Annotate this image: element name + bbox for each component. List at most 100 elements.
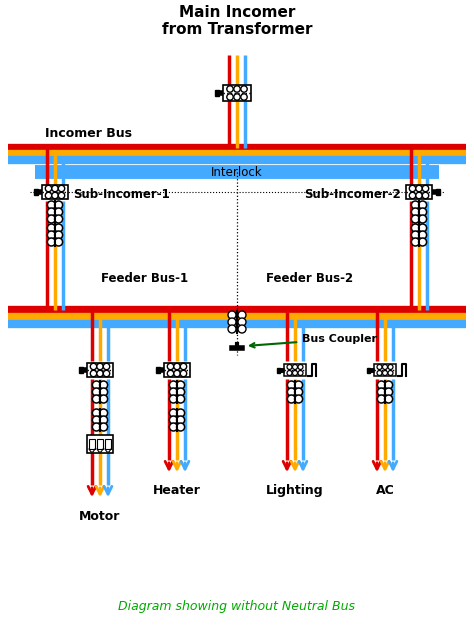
Circle shape <box>103 371 109 377</box>
Circle shape <box>416 192 422 198</box>
Circle shape <box>55 224 63 232</box>
Circle shape <box>47 201 55 209</box>
Circle shape <box>298 364 303 369</box>
Circle shape <box>169 409 177 417</box>
Circle shape <box>100 388 108 396</box>
Circle shape <box>377 395 385 403</box>
Circle shape <box>238 318 246 326</box>
Text: Interlock: Interlock <box>211 165 263 178</box>
Circle shape <box>169 416 177 424</box>
Circle shape <box>177 423 184 431</box>
Circle shape <box>238 325 246 333</box>
Text: Diagram showing without Neutral Bus: Diagram showing without Neutral Bus <box>118 600 356 613</box>
Circle shape <box>100 381 108 389</box>
Text: Bus Coupler: Bus Coupler <box>250 334 377 347</box>
Circle shape <box>422 185 428 192</box>
Text: Feeder Bus-1: Feeder Bus-1 <box>101 272 189 285</box>
Circle shape <box>174 363 180 370</box>
Circle shape <box>47 215 55 223</box>
Circle shape <box>411 215 419 223</box>
Circle shape <box>234 86 240 92</box>
Circle shape <box>52 185 58 192</box>
Circle shape <box>383 364 388 369</box>
Bar <box>277 367 280 372</box>
Circle shape <box>295 395 302 403</box>
Circle shape <box>167 363 173 370</box>
Circle shape <box>97 371 103 377</box>
Bar <box>87 363 113 377</box>
Text: Feeder Bus-2: Feeder Bus-2 <box>266 272 354 285</box>
Circle shape <box>177 381 184 389</box>
Circle shape <box>241 94 247 100</box>
Circle shape <box>419 224 427 232</box>
Circle shape <box>287 388 295 396</box>
Circle shape <box>419 201 427 209</box>
Text: Motor: Motor <box>79 510 121 523</box>
Circle shape <box>180 363 187 370</box>
Circle shape <box>388 371 393 376</box>
Circle shape <box>91 371 97 377</box>
Circle shape <box>384 381 392 389</box>
Circle shape <box>410 192 416 198</box>
Bar <box>97 439 103 449</box>
Circle shape <box>411 238 419 246</box>
Circle shape <box>97 363 103 370</box>
Circle shape <box>100 416 108 424</box>
Circle shape <box>411 201 419 209</box>
Circle shape <box>419 208 427 216</box>
Circle shape <box>238 311 246 319</box>
Circle shape <box>169 395 177 403</box>
Circle shape <box>416 185 422 192</box>
Circle shape <box>58 192 64 198</box>
Bar <box>436 189 440 195</box>
Circle shape <box>174 371 180 377</box>
Text: Sub-Incomer-2: Sub-Incomer-2 <box>304 188 401 202</box>
Circle shape <box>55 238 63 246</box>
Circle shape <box>46 192 52 198</box>
Circle shape <box>100 423 108 431</box>
Bar <box>374 364 396 376</box>
Text: Lighting: Lighting <box>266 484 324 497</box>
Circle shape <box>295 388 302 396</box>
Circle shape <box>295 381 302 389</box>
Bar <box>215 90 219 96</box>
Circle shape <box>411 231 419 239</box>
Circle shape <box>419 215 427 223</box>
Bar <box>223 85 251 101</box>
Circle shape <box>241 86 247 92</box>
Circle shape <box>55 208 63 216</box>
Circle shape <box>100 409 108 417</box>
Circle shape <box>52 192 58 198</box>
Circle shape <box>287 395 295 403</box>
Circle shape <box>55 201 63 209</box>
Circle shape <box>177 409 184 417</box>
Circle shape <box>292 364 298 369</box>
Circle shape <box>169 381 177 389</box>
Circle shape <box>46 185 52 192</box>
Bar <box>284 364 306 376</box>
Circle shape <box>58 185 64 192</box>
Circle shape <box>55 231 63 239</box>
Circle shape <box>377 364 382 369</box>
Circle shape <box>228 325 236 333</box>
Circle shape <box>227 86 233 92</box>
Circle shape <box>228 318 236 326</box>
Circle shape <box>47 224 55 232</box>
Circle shape <box>419 231 427 239</box>
Circle shape <box>92 381 100 389</box>
Circle shape <box>287 371 292 376</box>
Bar <box>367 367 370 372</box>
Text: Incomer Bus: Incomer Bus <box>45 127 132 140</box>
Circle shape <box>384 395 392 403</box>
Bar <box>34 189 38 195</box>
Circle shape <box>177 395 184 403</box>
Circle shape <box>411 208 419 216</box>
Circle shape <box>377 381 385 389</box>
Circle shape <box>298 371 303 376</box>
Circle shape <box>92 395 100 403</box>
Circle shape <box>292 371 298 376</box>
Circle shape <box>47 231 55 239</box>
Circle shape <box>422 192 428 198</box>
Bar <box>79 367 83 373</box>
Circle shape <box>167 371 173 377</box>
